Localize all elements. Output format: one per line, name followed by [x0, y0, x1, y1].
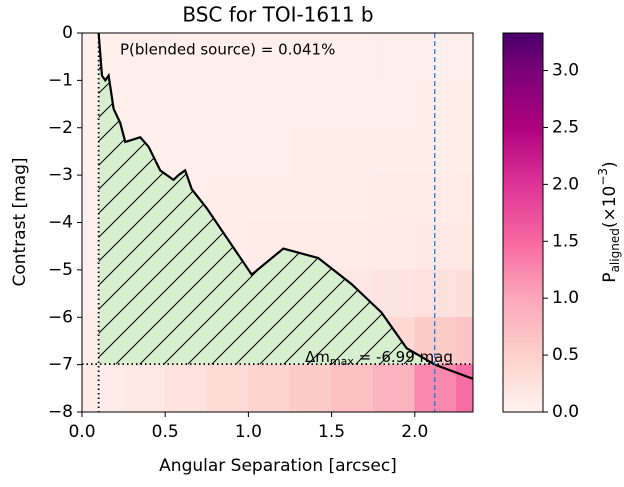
- colorbar-tick-label: 2.5: [552, 117, 579, 137]
- delta-label-subscript: max: [330, 355, 354, 368]
- colorbar-tick-label: 1.0: [552, 288, 579, 308]
- heatmap-cell: [372, 80, 416, 128]
- heatmap-cell: [81, 364, 124, 413]
- x-tick-label: 2.0: [401, 422, 428, 442]
- colorbar-label-exponent: −3: [596, 168, 610, 186]
- colorbar-label-symbol: P: [600, 272, 620, 282]
- heatmap-cell: [248, 364, 291, 413]
- y-tick-label: −8: [48, 402, 73, 422]
- heatmap-cell: [414, 127, 457, 176]
- heatmap-cell: [248, 127, 291, 176]
- heatmap-cell: [372, 127, 416, 176]
- y-tick-label: −1: [48, 70, 73, 90]
- heatmap-cell: [456, 32, 474, 81]
- heatmap-cell: [456, 269, 474, 318]
- heatmap-cell: [248, 80, 291, 128]
- heatmap-cell: [206, 127, 249, 176]
- y-tick-label: −7: [48, 355, 73, 375]
- heatmap-cell: [372, 174, 416, 223]
- heatmap-cell: [414, 174, 457, 223]
- y-tick-label: −4: [48, 213, 73, 233]
- delta-label-text: = -6.99 mag: [354, 348, 453, 366]
- x-tick-label: 1.0: [235, 422, 262, 442]
- heatmap-cell: [414, 269, 457, 318]
- heatmap-cell: [123, 80, 166, 128]
- heatmap-cell: [289, 127, 332, 176]
- x-tick-label: 1.5: [318, 422, 345, 442]
- chart-title: BSC for TOI-1611 b: [182, 3, 373, 27]
- heatmap-cell: [331, 364, 374, 413]
- colorbar: [502, 32, 544, 413]
- heatmap-cell: [248, 32, 291, 81]
- heatmap-cell: [331, 222, 374, 271]
- heatmap-cell: [414, 222, 457, 271]
- heatmap-cell: [456, 222, 474, 271]
- heatmap-cell: [414, 32, 457, 81]
- heatmap-cell: [414, 80, 457, 128]
- heatmap-cell: [331, 174, 374, 223]
- heatmap-cell: [456, 317, 474, 365]
- heatmap-cell: [206, 32, 249, 81]
- heatmap-cell: [331, 32, 374, 81]
- heatmap-cell: [289, 80, 332, 128]
- heatmap-cell: [456, 174, 474, 223]
- heatmap-cell: [206, 364, 249, 413]
- annotation: P(blended source) = 0.041%: [120, 41, 335, 59]
- heatmap-cell: [331, 80, 374, 128]
- colorbar-tick-label: 0.5: [552, 345, 579, 365]
- x-axis-label: Angular Separation [arcsec]: [159, 456, 397, 476]
- heatmap-cell: [289, 32, 332, 81]
- x-tick-label: 0.0: [68, 422, 95, 442]
- heatmap-cell: [372, 222, 416, 271]
- heatmap-cell: [164, 364, 208, 413]
- y-tick-label: −2: [48, 118, 73, 138]
- y-tick-label: −5: [48, 260, 73, 280]
- heatmap-cell: [331, 127, 374, 176]
- heatmap-cell: [372, 364, 416, 413]
- heatmap-cell: [289, 364, 332, 413]
- heatmap-cell: [206, 174, 249, 223]
- heatmap-cell: [414, 364, 457, 413]
- colorbar-label: Paligned(×10−3): [596, 161, 622, 282]
- x-tick-label: 0.5: [152, 422, 179, 442]
- heatmap-cell: [123, 32, 166, 81]
- heatmap-cell: [248, 174, 291, 223]
- heatmap-cell: [456, 80, 474, 128]
- y-axis-label: Contrast [mag]: [10, 157, 30, 286]
- heatmap-cell: [372, 32, 416, 81]
- colorbar-label-unit: (×10: [600, 186, 620, 229]
- detection-hatch: [98, 33, 434, 365]
- heatmap-cell: [206, 80, 249, 128]
- colorbar-tick-label: 3.0: [552, 61, 579, 81]
- y-tick-label: −6: [48, 307, 73, 327]
- heatmap-cell: [164, 80, 208, 128]
- heatmap-cell: [123, 364, 166, 413]
- heatmap-cell: [289, 174, 332, 223]
- colorbar-label-close: ): [600, 161, 620, 168]
- colorbar-tick-label: 0.0: [552, 402, 579, 422]
- y-tick-label: −3: [48, 165, 73, 185]
- contrast-curve: [97, 32, 474, 380]
- heatmap-cell: [456, 127, 474, 176]
- delta-label-symbol: Δm: [305, 348, 330, 366]
- heatmap-cell: [164, 127, 208, 176]
- delta-label: Δmmax = -6.99 mag: [305, 348, 453, 369]
- y-tick-label: 0: [62, 23, 73, 43]
- heatmap-cell: [456, 364, 474, 413]
- colorbar-label-subscript: aligned: [608, 228, 622, 272]
- colorbar-tick-label: 2.0: [552, 174, 579, 194]
- colorbar-tick-label: 1.5: [552, 231, 579, 251]
